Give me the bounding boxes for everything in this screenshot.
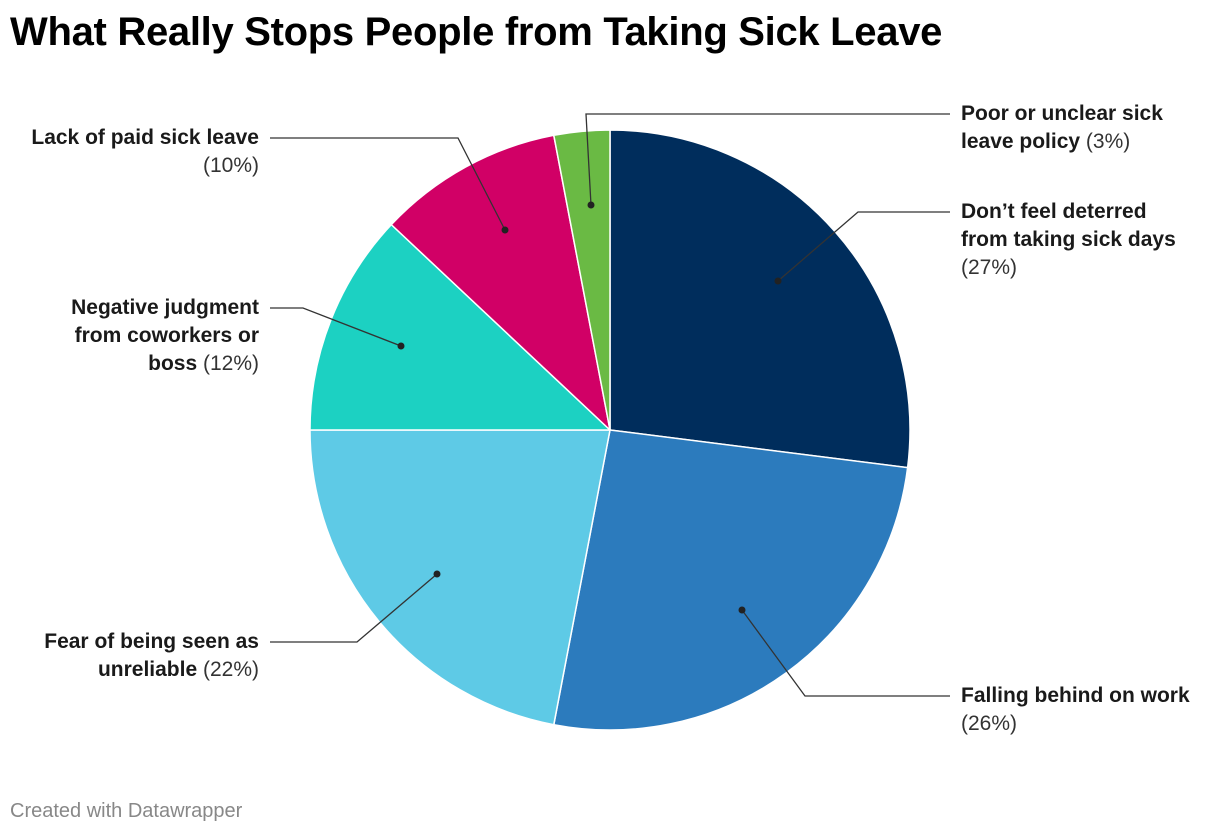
leader-dot-4 xyxy=(397,342,405,350)
slice-name-4: from coworkers or xyxy=(75,324,259,347)
slice-label-1: Don’t feel deterred from taking sick days… xyxy=(961,200,1176,279)
leader-dot-3 xyxy=(433,570,441,578)
leader-line-2 xyxy=(741,609,950,697)
leader-lines xyxy=(270,113,950,697)
leader-dot-6 xyxy=(587,201,595,209)
pie-slice-6 xyxy=(553,129,611,431)
leader-dot-2 xyxy=(738,606,746,614)
leader-line-1 xyxy=(777,211,950,282)
slice-name-6: leave policy xyxy=(961,130,1080,153)
slice-label-5: Lack of paid sick leave (10%) xyxy=(31,126,259,177)
chart-title: What Really Stops People from Taking Sic… xyxy=(10,10,943,54)
slice-percent-1: (27%) xyxy=(961,256,1017,279)
slice-name-1: from taking sick days xyxy=(961,228,1176,251)
leader-dot-5 xyxy=(501,226,509,234)
slice-name-3: Fear of being seen as xyxy=(44,630,259,653)
slice-label-2: Falling behind on work (26%) xyxy=(961,684,1190,735)
slice-name-2: Falling behind on work xyxy=(961,684,1190,707)
pie-slices xyxy=(309,129,911,731)
leader-dot-1 xyxy=(774,277,782,285)
slice-label-4: Negative judgment from coworkers or boss (… xyxy=(71,296,259,375)
pie-slice-2 xyxy=(553,429,909,731)
slice-percent-4: (12%) xyxy=(197,352,259,375)
pie-slice-1 xyxy=(609,129,911,469)
pie-slice-5 xyxy=(390,134,611,431)
slice-percent-3: (22%) xyxy=(197,658,259,681)
slice-name-4: Negative judgment xyxy=(71,296,259,319)
slice-percent-2: (26%) xyxy=(961,712,1017,735)
leader-line-4 xyxy=(270,307,402,347)
slice-labels: Don’t feel deterred from taking sick days… xyxy=(31,102,1190,735)
slice-name-3: unreliable xyxy=(98,658,197,681)
slice-name-1: Don’t feel deterred xyxy=(961,200,1147,223)
pie-slice-3 xyxy=(309,429,611,726)
leader-line-6 xyxy=(585,113,950,206)
footer-credit: Created with Datawrapper xyxy=(10,800,243,822)
slice-label-6: Poor or unclear sick leave policy (3%) xyxy=(961,102,1163,153)
slice-name-6: Poor or unclear sick xyxy=(961,102,1163,125)
leader-line-3 xyxy=(270,573,438,643)
slice-percent-6: (3%) xyxy=(1080,130,1130,153)
leader-line-5 xyxy=(270,137,506,231)
slice-name-5: Lack of paid sick leave xyxy=(31,126,259,149)
slice-label-3: Fear of being seen as unreliable (22%) xyxy=(44,630,259,681)
slice-name-4: boss xyxy=(148,352,197,375)
slice-percent-5: (10%) xyxy=(203,154,259,177)
